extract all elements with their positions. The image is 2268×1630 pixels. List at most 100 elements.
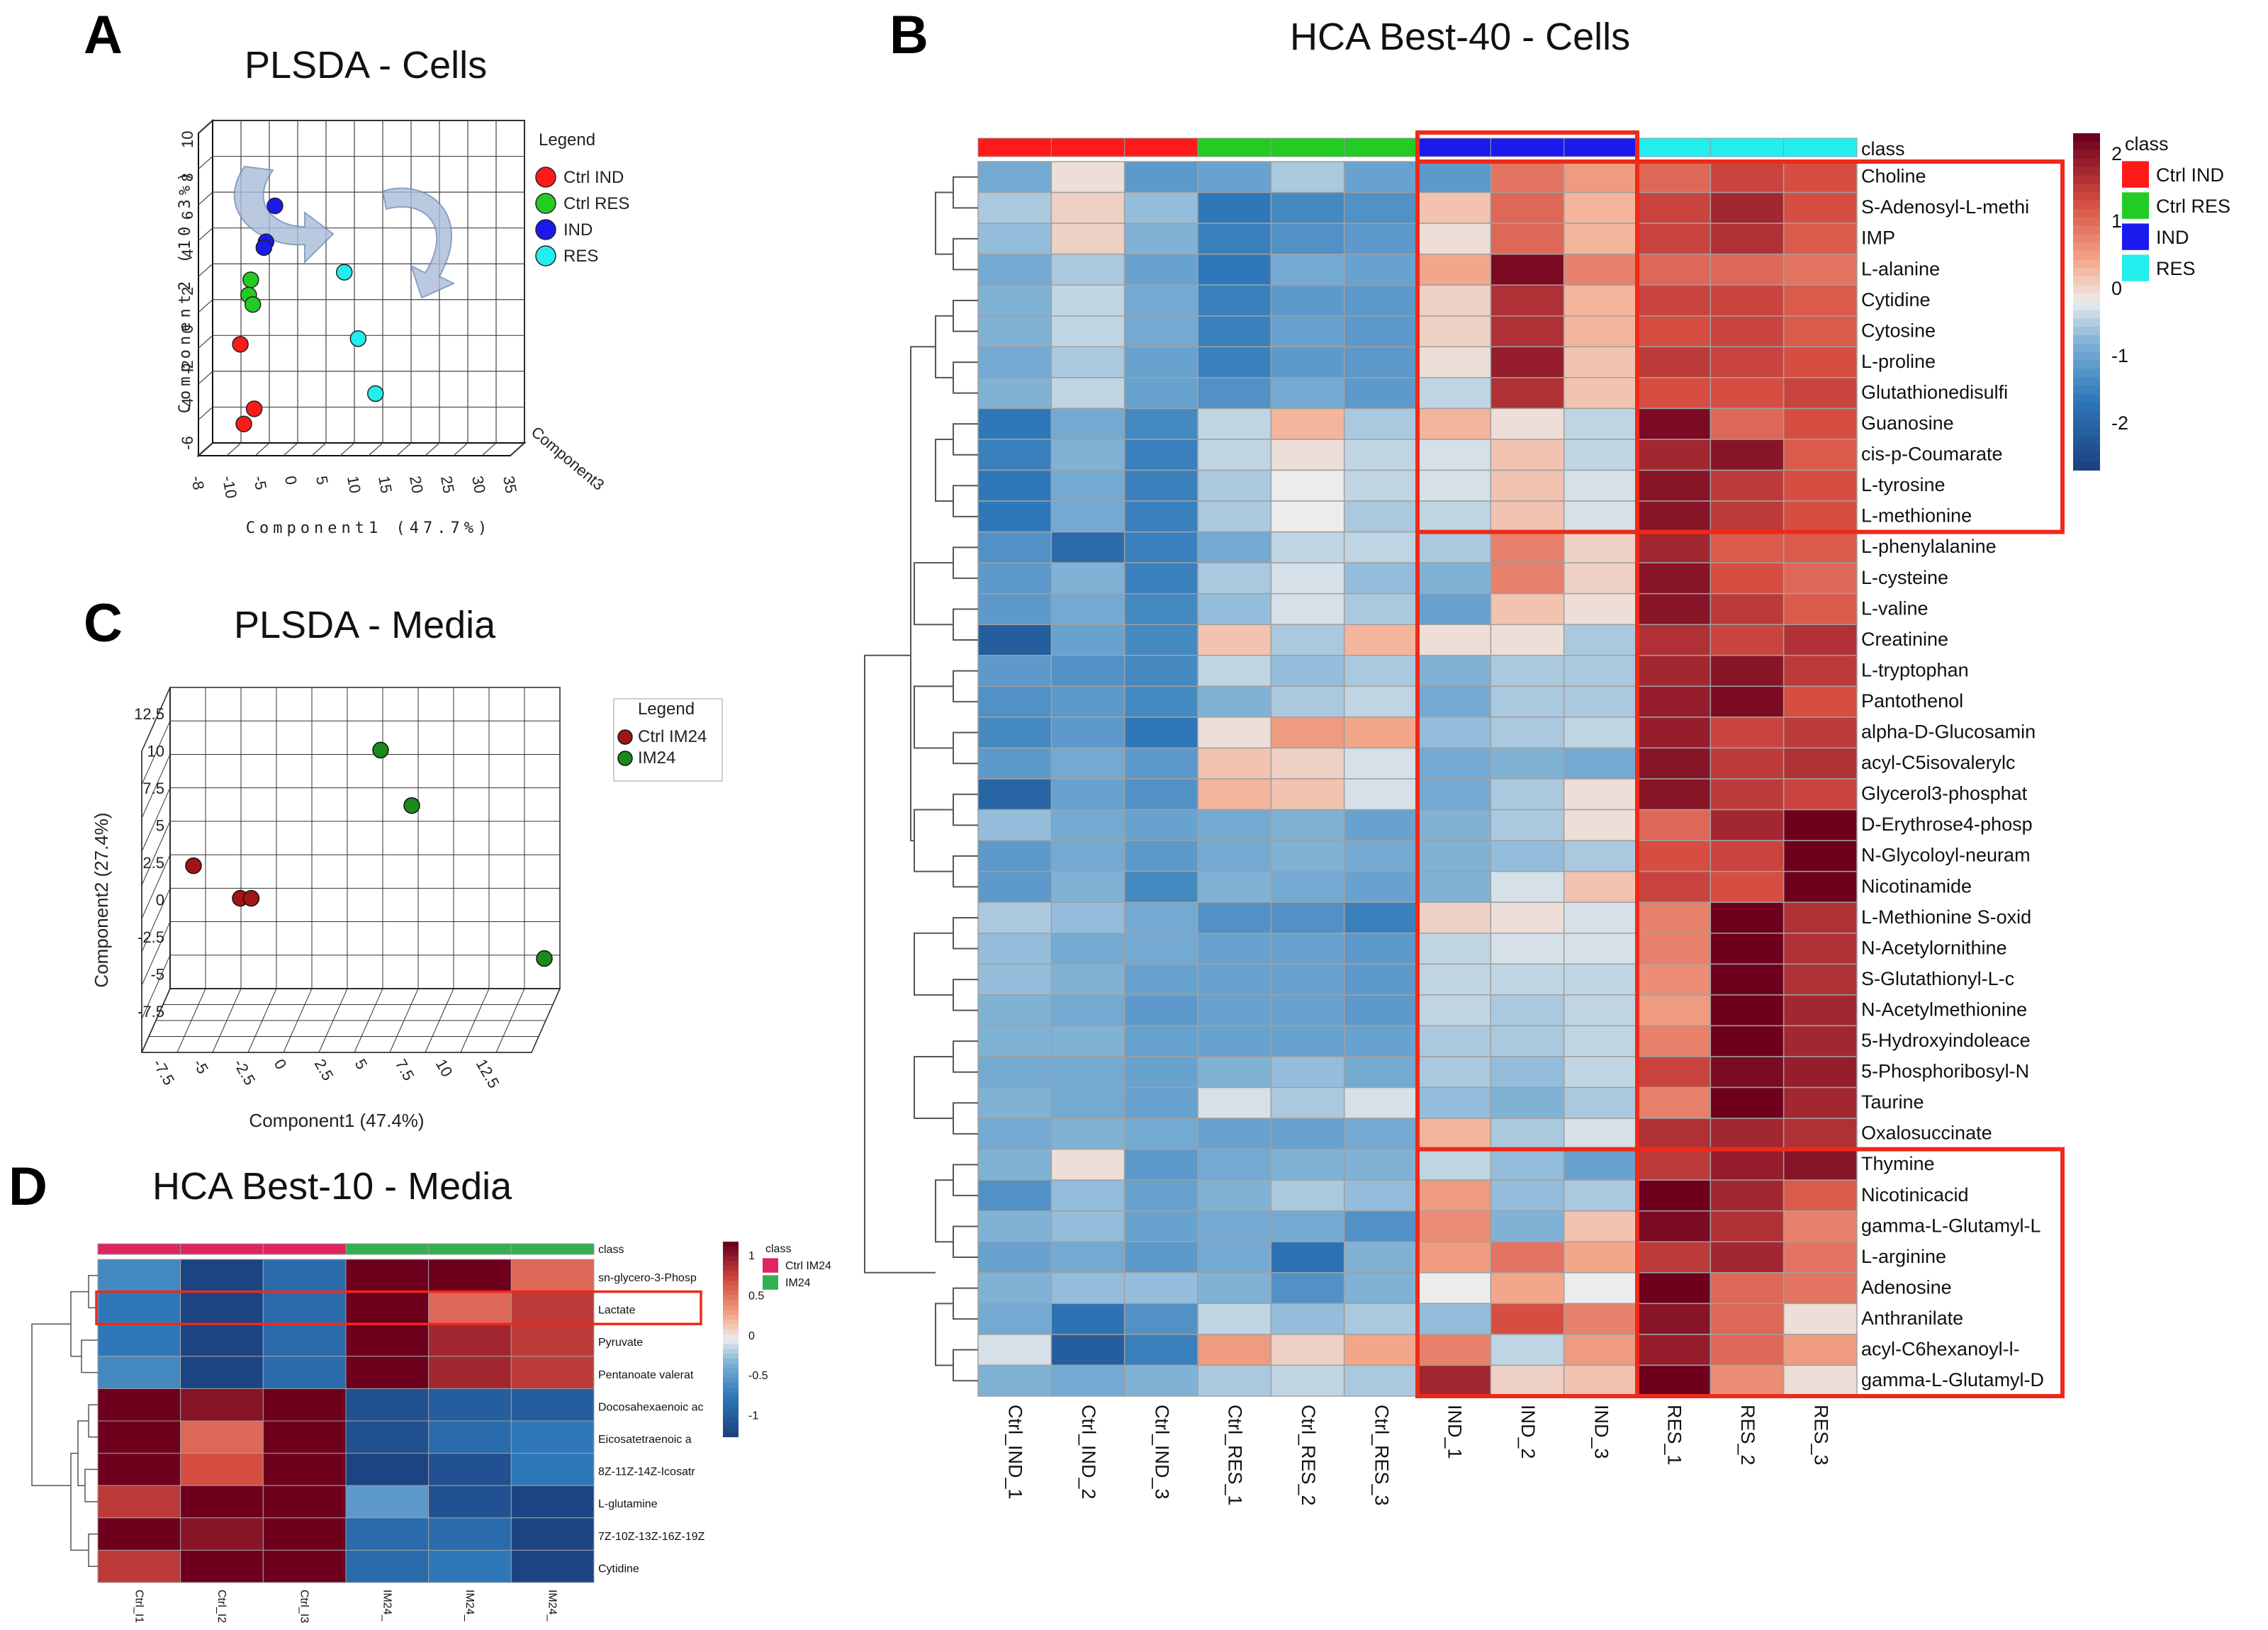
heatmap-cell	[510, 1420, 595, 1454]
heatmap-cell	[977, 500, 1052, 533]
highlight-box-top	[1415, 159, 2065, 534]
row-label: 8Z-11Z-14Z-Icosatr	[598, 1466, 695, 1478]
heatmap-cell	[977, 901, 1052, 934]
heatmap-cell	[1123, 1118, 1198, 1150]
legend-title: Legend	[539, 130, 595, 150]
heatmap-cell	[1783, 253, 1858, 286]
y-tick-label: 7.5	[142, 780, 164, 797]
heatmap-cell	[1050, 284, 1125, 317]
class-bar-cell	[180, 1243, 264, 1255]
heatmap-cell	[1050, 592, 1125, 626]
side-grid	[141, 787, 171, 852]
heatmap-cell	[1417, 624, 1492, 656]
heatmap-cell	[1637, 870, 1712, 903]
colorbar-tick: 0	[2111, 278, 2122, 299]
side-grid	[198, 299, 213, 313]
heatmap-cell	[510, 1323, 595, 1357]
heatmap-cell	[428, 1517, 512, 1551]
colorbar-segment	[2073, 444, 2100, 454]
heatmap-cell	[1783, 778, 1858, 811]
floor-grid	[311, 442, 327, 456]
heatmap-cell	[1197, 1334, 1272, 1366]
class-bar-cell	[1637, 137, 1711, 157]
heatmap-cell	[977, 377, 1052, 410]
heatmap-cell	[97, 1420, 181, 1454]
heatmap-cell	[1637, 1086, 1712, 1119]
z-axis-label: Component3	[528, 423, 608, 494]
heatmap-cell	[977, 1025, 1052, 1057]
colorbar-segment	[723, 1383, 739, 1389]
heatmap-cell	[1343, 1334, 1418, 1366]
heatmap-cell	[1270, 870, 1345, 903]
heatmap-cell	[1123, 655, 1198, 687]
heatmap-cell	[1050, 346, 1125, 378]
row-label: Pantothenol	[1861, 690, 1963, 712]
heatmap-cell	[1343, 253, 1418, 286]
dendrogram-link	[935, 1179, 953, 1243]
legend-marker	[617, 751, 633, 766]
heatmap-cell	[1050, 1364, 1125, 1397]
heatmap-cell	[1563, 840, 1638, 872]
heatmap-cell	[1710, 223, 1785, 255]
row-label: L-tryptophan	[1861, 659, 1969, 680]
x-tick-label: 5	[313, 475, 332, 486]
dendrogram-link	[88, 1533, 98, 1567]
heatmap-cell	[1637, 933, 1712, 965]
heatmap-cell	[1563, 500, 1638, 533]
heatmap-cell	[1563, 562, 1638, 595]
heatmap-cell	[180, 1549, 264, 1583]
dendrogram-link	[864, 654, 936, 1274]
heatmap-cell	[977, 870, 1052, 903]
heatmap-cell	[1270, 1272, 1345, 1305]
heatmap-cell	[1490, 1148, 1565, 1181]
heatmap-cell	[428, 1259, 512, 1293]
heatmap-cell	[1637, 377, 1712, 410]
row-label: Thymine	[1861, 1153, 1935, 1174]
colorbar-segment	[2073, 251, 2100, 261]
heatmap-cell	[1417, 870, 1492, 903]
class-bar-cell	[1417, 137, 1491, 157]
dendrogram-link	[953, 485, 978, 517]
heatmap-cell	[1417, 284, 1492, 317]
heatmap-cell	[1197, 1025, 1272, 1057]
dendrogram-link	[953, 299, 978, 332]
heatmap-cell	[1123, 1364, 1198, 1397]
heatmap-cell	[1783, 223, 1858, 255]
colorbar-segment	[2073, 217, 2100, 227]
heatmap-cell	[97, 1517, 181, 1551]
heatmap-cell	[977, 1241, 1052, 1274]
heatmap-cell	[180, 1356, 264, 1389]
heatmap-cell	[1270, 315, 1345, 348]
heatmap-cell	[1197, 592, 1272, 626]
heatmap-cell	[1050, 253, 1125, 286]
legend-swatch	[763, 1258, 778, 1273]
data-point	[242, 271, 259, 288]
heatmap-cell	[1783, 191, 1858, 224]
heatmap-cell	[1490, 809, 1565, 841]
heatmap-cell	[1123, 1179, 1198, 1212]
heatmap-cell	[1197, 161, 1272, 193]
x-tick-label: 10	[432, 1056, 456, 1080]
heatmap-cell	[1417, 809, 1492, 841]
heatmap-cell	[1050, 716, 1125, 749]
heatmap-cell	[1490, 408, 1565, 440]
heatmap-cell	[1563, 315, 1638, 348]
y-tick-label: -4	[179, 398, 196, 412]
heatmap-cell	[1050, 1210, 1125, 1242]
heatmap-cell	[1490, 994, 1565, 1027]
heatmap-cell	[97, 1388, 181, 1422]
row-label: cis-p-Coumarate	[1861, 444, 2003, 465]
heatmap-cell	[1490, 469, 1565, 502]
heatmap-cell	[1783, 624, 1858, 656]
dendrogram-link	[953, 979, 978, 1011]
heatmap-cell	[1417, 408, 1492, 440]
legend-label: IM24	[785, 1277, 811, 1289]
heatmap-cell	[1710, 1334, 1785, 1366]
side-grid	[141, 754, 171, 819]
colorbar-segment	[2073, 150, 2100, 159]
heatmap-cell	[1197, 223, 1272, 255]
heatmap-cell	[1343, 840, 1418, 872]
heatmap-cell	[1637, 1334, 1712, 1366]
x-tick-label: 25	[437, 475, 458, 495]
legend-label: IM24	[638, 748, 675, 768]
